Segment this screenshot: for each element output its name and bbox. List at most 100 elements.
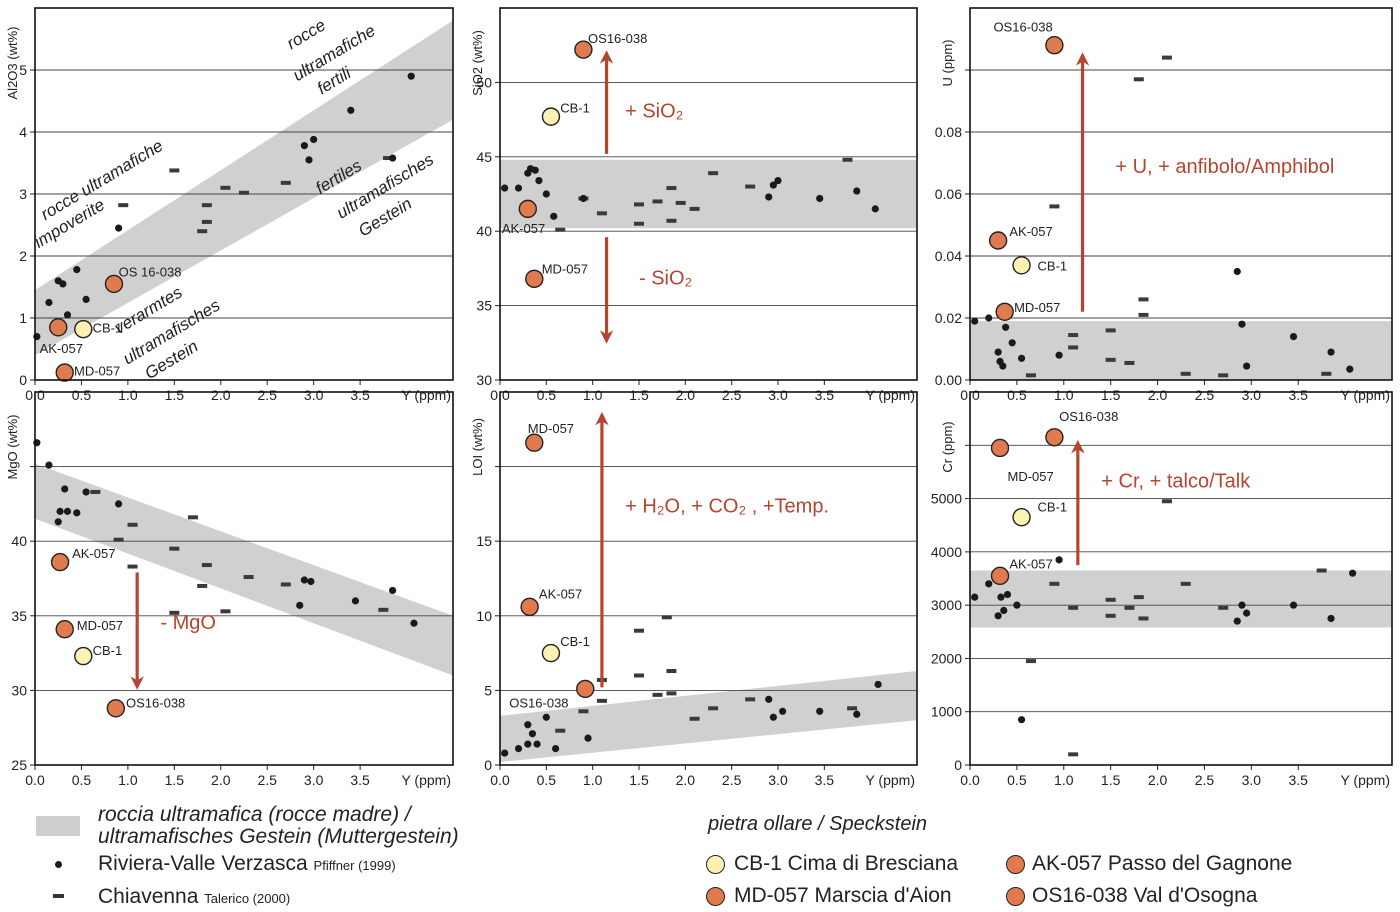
- trend-label: + Cr, + talco/Talk: [1101, 470, 1251, 492]
- chiavenna-point: [708, 171, 719, 176]
- x-tick-label: 2.5: [1195, 387, 1215, 403]
- sample-label: MD-057: [1014, 300, 1060, 315]
- sample-point: [520, 597, 539, 617]
- y-tick-label: 5000: [931, 491, 962, 507]
- riviera-point: [61, 485, 69, 493]
- legend-band-label-2: ultramafisches Gestein (Muttergestein): [98, 825, 459, 848]
- legend-ak057-label: AK-057 Passo del Gagnone: [1032, 852, 1293, 875]
- legend-chiavenna-ref: Talerico (2000): [204, 891, 291, 906]
- x-tick-label: 3.0: [768, 772, 788, 788]
- y-tick-label: 3000: [931, 597, 962, 613]
- y-tick-label: 35: [476, 298, 492, 314]
- band-annotation: rocce: [283, 15, 328, 53]
- sample-label: OS16-038: [509, 695, 568, 710]
- riviera-point: [528, 730, 537, 738]
- sample-point: [55, 620, 74, 639]
- y-tick-label: 2000: [931, 650, 962, 666]
- y-tick-label: 40: [11, 533, 27, 549]
- chiavenna-point: [1161, 499, 1172, 504]
- sample-point: [1045, 428, 1064, 447]
- chiavenna-point: [201, 219, 212, 224]
- plot-frame: [34, 391, 454, 766]
- y-tick-label: 50: [476, 74, 492, 90]
- riviera-point: [769, 181, 777, 189]
- x-tick-label: 3.0: [1242, 387, 1262, 403]
- riviera-point: [994, 348, 1002, 356]
- riviera-point: [56, 507, 64, 515]
- chiavenna-point: [127, 522, 138, 527]
- plot-frame: [969, 7, 1393, 381]
- legend-ak057-marker: [1006, 855, 1025, 874]
- sample-point: [104, 274, 124, 294]
- chiavenna-point: [1049, 581, 1060, 586]
- chiavenna-point: [1218, 373, 1229, 378]
- legend-chiavenna: Chiavenna Talerico (2000): [98, 885, 290, 911]
- chiavenna-point: [666, 691, 677, 696]
- chiavenna-point: [555, 227, 566, 232]
- chiavenna-point: [1180, 371, 1191, 376]
- sample-point: [574, 40, 593, 59]
- x-tick-label: 3.5: [815, 772, 835, 788]
- x-tick-label: 1.5: [165, 387, 185, 403]
- sample-label: CB-1: [1038, 258, 1068, 273]
- riviera-point: [584, 734, 592, 742]
- trend-label: - SiO₂: [639, 267, 692, 289]
- legend-chiavenna-marker: [53, 894, 64, 898]
- sample-label: OS 16-038: [119, 265, 182, 280]
- y-tick-label: 35: [11, 608, 27, 624]
- x-tick-label: 3.5: [815, 387, 835, 403]
- riviera-point: [115, 500, 123, 508]
- riviera-point: [351, 597, 360, 605]
- y-tick-label: 2: [19, 248, 27, 264]
- trend-label: - MgO: [160, 612, 216, 634]
- legend-samples-title: pietra ollare / Speckstein: [708, 813, 928, 835]
- x-tick-label: 1.0: [1054, 772, 1074, 788]
- chiavenna-point: [1161, 55, 1172, 60]
- riviera-point: [542, 713, 550, 721]
- x-tick-label: 2.0: [1148, 772, 1168, 788]
- sample-label: AK-057: [1009, 224, 1052, 239]
- sample-label: MD-057: [77, 618, 123, 633]
- sample-point: [541, 643, 561, 663]
- sample-point: [576, 679, 595, 699]
- legend-cb1-label: CB-1 Cima di Bresciana: [734, 852, 959, 875]
- sample-label: CB-1: [560, 634, 590, 649]
- riviera-point: [1003, 590, 1012, 599]
- y-tick-label: 5: [484, 682, 492, 698]
- sample-label: MD-057: [542, 261, 588, 276]
- y-tick-label: 0: [954, 757, 962, 773]
- sample-point: [541, 107, 561, 126]
- x-tick-label: 2.5: [257, 387, 277, 403]
- riviera-point: [816, 194, 824, 203]
- riviera-point: [524, 721, 532, 729]
- riviera-point: [1013, 601, 1021, 609]
- riviera-point: [307, 577, 315, 586]
- x-tick-label: 1.5: [629, 772, 649, 788]
- chiavenna-point: [1321, 371, 1332, 376]
- legend-riviera-label: Riviera-Valle Verzasca: [98, 852, 308, 875]
- sample-point: [106, 699, 126, 718]
- sample-label: MD-057: [1008, 469, 1054, 484]
- sample-label: MD-057: [528, 421, 574, 436]
- riviera-point: [59, 280, 67, 288]
- riviera-point: [853, 710, 861, 718]
- riviera-point: [1243, 609, 1251, 617]
- riviera-point: [1008, 339, 1016, 347]
- riviera-point: [994, 612, 1002, 620]
- chiavenna-point: [708, 706, 719, 711]
- riviera-point: [985, 314, 993, 322]
- x-tick-label: 1.0: [118, 387, 138, 403]
- chiavenna-point: [666, 669, 677, 674]
- y-tick-label: 0.02: [935, 310, 962, 326]
- x-tick-label: 2.0: [1148, 387, 1168, 403]
- y-tick-label: 0: [484, 757, 492, 773]
- reference-band: [35, 20, 453, 356]
- riviera-point: [1238, 320, 1246, 328]
- chiavenna-point: [239, 190, 249, 195]
- chiavenna-point: [1068, 345, 1079, 350]
- y-tick-label: 40: [476, 223, 492, 239]
- sample-label: CB-1: [560, 101, 590, 116]
- riviera-point: [853, 187, 861, 195]
- chiavenna-point: [666, 186, 677, 191]
- riviera-point: [300, 142, 308, 150]
